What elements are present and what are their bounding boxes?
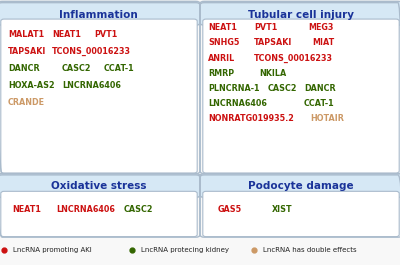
Text: Oxidative stress: Oxidative stress (51, 181, 146, 191)
Text: LNCRNA6406: LNCRNA6406 (62, 81, 121, 90)
Text: TCONS_00016233: TCONS_00016233 (254, 54, 333, 63)
Text: LNCRNA6406: LNCRNA6406 (208, 99, 267, 108)
Text: CASC2: CASC2 (267, 84, 297, 93)
Text: NEAT1: NEAT1 (52, 30, 81, 39)
Text: Inflammation: Inflammation (60, 10, 138, 20)
Text: LNCRNA6406: LNCRNA6406 (56, 205, 115, 214)
Text: XIST: XIST (272, 205, 293, 214)
Text: NKILA: NKILA (259, 69, 286, 78)
Text: RMRP: RMRP (208, 69, 234, 78)
Text: DANCR: DANCR (8, 64, 40, 73)
Text: MIAT: MIAT (312, 38, 334, 47)
Text: TAPSAKI: TAPSAKI (254, 38, 292, 47)
Text: CASC2: CASC2 (62, 64, 92, 73)
FancyBboxPatch shape (1, 19, 197, 173)
Text: LncRNA protecing kidney: LncRNA protecing kidney (141, 248, 229, 253)
FancyBboxPatch shape (203, 191, 399, 237)
Text: TAPSAKI: TAPSAKI (8, 47, 46, 56)
Text: MEG3: MEG3 (308, 23, 333, 32)
Text: CASC2: CASC2 (123, 205, 153, 214)
FancyBboxPatch shape (200, 1, 400, 25)
Text: PVT1: PVT1 (254, 23, 277, 32)
Text: CCAT-1: CCAT-1 (304, 99, 335, 108)
Text: HOXA-AS2: HOXA-AS2 (8, 81, 55, 90)
Ellipse shape (38, 3, 160, 135)
Text: PLNCRNA-1: PLNCRNA-1 (208, 84, 260, 93)
Text: Podocyte damage: Podocyte damage (248, 181, 354, 191)
FancyBboxPatch shape (1, 191, 197, 237)
Text: LncRNA promoting AKI: LncRNA promoting AKI (13, 248, 92, 253)
Text: CRANDE: CRANDE (8, 98, 45, 107)
Text: NONRATG019935.2: NONRATG019935.2 (208, 114, 294, 123)
FancyBboxPatch shape (0, 174, 200, 197)
Text: NEAT1: NEAT1 (12, 205, 41, 214)
Text: PVT1: PVT1 (94, 30, 117, 39)
FancyBboxPatch shape (203, 19, 399, 173)
Text: DANCR: DANCR (304, 84, 336, 93)
Ellipse shape (83, 24, 137, 108)
Text: GAS5: GAS5 (218, 205, 242, 214)
Text: NEAT1: NEAT1 (208, 23, 237, 32)
Text: Tubular cell injury: Tubular cell injury (248, 10, 354, 20)
Text: TCONS_00016233: TCONS_00016233 (52, 47, 131, 56)
Text: HOTAIR: HOTAIR (310, 114, 344, 123)
Text: ANRIL: ANRIL (208, 54, 235, 63)
Text: SNHG5: SNHG5 (208, 38, 239, 47)
Text: MALAT1: MALAT1 (8, 30, 44, 39)
FancyBboxPatch shape (0, 1, 200, 25)
Text: CCAT-1: CCAT-1 (103, 64, 134, 73)
FancyBboxPatch shape (200, 174, 400, 197)
Text: LncRNA has double effects: LncRNA has double effects (263, 248, 356, 253)
